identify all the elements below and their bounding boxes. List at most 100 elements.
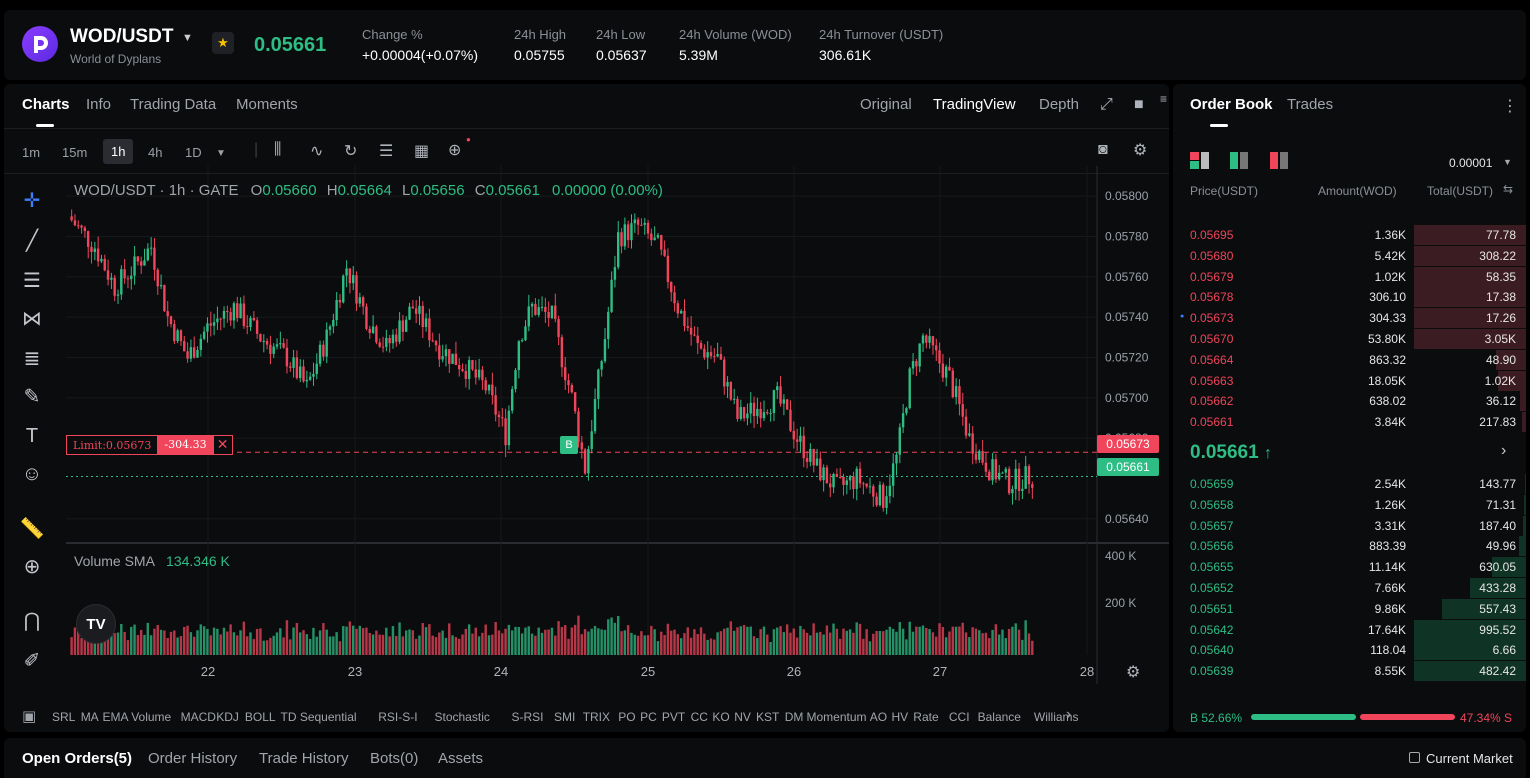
indicator-td-sequential[interactable]: TD Sequential xyxy=(280,710,357,724)
magnet-icon[interactable]: ⋂ xyxy=(23,609,41,632)
indicator-dm[interactable]: DM xyxy=(784,710,804,724)
tab-assets[interactable]: Assets xyxy=(438,750,484,767)
text-tool-icon[interactable]: T xyxy=(25,424,39,447)
asks-row[interactable]: 0.05661 3.84K 217.83 xyxy=(1173,412,1526,433)
layout-icon[interactable]: ■ xyxy=(1134,96,1144,113)
asks-row[interactable]: 0.05673 304.33 17.26 xyxy=(1173,308,1526,329)
indicator-balance[interactable]: Balance xyxy=(977,710,1021,724)
bids-row[interactable]: 0.05659 2.54K 143.77 xyxy=(1173,474,1526,494)
indicator-stochastic[interactable]: Stochastic xyxy=(434,710,490,724)
calendar-icon[interactable]: ▣ xyxy=(22,708,37,725)
bids-row[interactable]: 0.05640 118.04 6.66 xyxy=(1173,640,1526,661)
indicator-williams[interactable]: Williams xyxy=(1033,710,1079,724)
indicator-smi[interactable]: SMI xyxy=(554,710,576,724)
templates-icon[interactable]: ☰ xyxy=(379,143,394,160)
order-book-menu-icon[interactable]: ⋮ xyxy=(1502,98,1518,115)
tf-15m[interactable]: 15m xyxy=(62,145,88,160)
bids-row[interactable]: 0.05639 8.55K 482.42 xyxy=(1173,661,1526,682)
add-alert-icon[interactable]: ⊕ xyxy=(448,142,462,159)
indicator-ma[interactable]: MA xyxy=(80,710,99,724)
ob-view-asks-icon[interactable] xyxy=(1270,152,1288,169)
indicator-scroll-right-icon[interactable]: › xyxy=(1066,706,1072,723)
view-original[interactable]: Original xyxy=(860,96,912,113)
view-tradingview[interactable]: TradingView xyxy=(933,96,1016,113)
indicator-ao[interactable]: AO xyxy=(869,710,888,724)
bids-row[interactable]: 0.05658 1.26K 71.31 xyxy=(1173,494,1526,515)
tab-charts[interactable]: Charts xyxy=(22,96,70,113)
ob-view-both-icon[interactable] xyxy=(1190,152,1210,169)
indicator-kdj[interactable]: KDJ xyxy=(216,710,239,724)
asks-row[interactable]: 0.05670 53.80K 3.05K xyxy=(1173,329,1526,349)
indicator-rsi-s-i[interactable]: RSI-S-I xyxy=(378,710,418,724)
more-menu-icon[interactable]: ≡ xyxy=(1160,92,1168,106)
ruler-icon[interactable]: 📏 xyxy=(19,517,45,540)
indicators-icon[interactable]: ∿ xyxy=(310,143,324,160)
zoom-in-icon[interactable]: ⊕ xyxy=(23,555,41,578)
tf-dropdown-icon[interactable]: ▼ xyxy=(216,148,226,159)
asks-row[interactable]: 0.05679 1.02K 58.35 xyxy=(1173,266,1526,287)
pattern-icon[interactable]: ⋈ xyxy=(22,307,42,330)
cancel-order-icon[interactable]: ✕ xyxy=(212,435,233,455)
tab-moments[interactable]: Moments xyxy=(236,96,298,113)
fib-icon[interactable]: ≣ xyxy=(23,347,41,370)
tab-order-history[interactable]: Order History xyxy=(148,750,238,767)
asks-row[interactable]: 0.05678 306.10 17.38 xyxy=(1173,287,1526,308)
indicator-pvt[interactable]: PVT xyxy=(661,710,686,724)
bids-row[interactable]: 0.05656 883.39 49.96 xyxy=(1173,536,1526,557)
bids-row[interactable]: 0.05655 11.14K 630.05 xyxy=(1173,557,1526,578)
tab-trade-history[interactable]: Trade History xyxy=(259,750,349,767)
asks-row[interactable]: 0.05663 18.05K 1.02K xyxy=(1173,370,1526,391)
tab-info[interactable]: Info xyxy=(86,96,112,113)
brush-icon[interactable]: ✎ xyxy=(23,385,41,408)
tf-1m[interactable]: 1m xyxy=(22,145,41,160)
indicator-ko[interactable]: KO xyxy=(712,710,730,724)
indicator-momentum[interactable]: Momentum xyxy=(806,710,867,724)
fullscreen-icon[interactable]: ⤢ xyxy=(1100,96,1113,113)
indicator-rate[interactable]: Rate xyxy=(913,710,939,724)
tab-bots[interactable]: Bots(0) xyxy=(370,750,419,767)
pair-dropdown-icon[interactable]: ▼ xyxy=(182,32,193,44)
indicator-hv[interactable]: HV xyxy=(891,710,909,724)
view-depth[interactable]: Depth xyxy=(1039,96,1080,113)
indicator-cc[interactable]: CC xyxy=(690,710,708,724)
tab-order-book[interactable]: Order Book xyxy=(1190,96,1273,113)
tab-trading-data[interactable]: Trading Data xyxy=(130,96,217,113)
bids-row[interactable]: 0.05657 3.31K 187.40 xyxy=(1173,515,1526,536)
asks-row[interactable]: 0.05680 5.42K 308.22 xyxy=(1173,245,1526,266)
trendline-icon[interactable]: ╱ xyxy=(25,229,39,252)
tab-open-orders[interactable]: Open Orders(5) xyxy=(22,750,133,767)
camera-icon[interactable]: ◙ xyxy=(1098,141,1108,158)
tf-4h[interactable]: 4h xyxy=(148,145,163,160)
indicator-nv[interactable]: NV xyxy=(734,710,751,724)
ob-view-bids-icon[interactable] xyxy=(1230,152,1248,169)
lock-drawings-icon[interactable]: ✐ xyxy=(23,649,41,672)
candle-type-icon[interactable]: ⫼ xyxy=(274,141,282,158)
precision-dropdown-icon[interactable]: ▼ xyxy=(1503,157,1512,167)
indicator-ema[interactable]: EMA xyxy=(102,710,129,724)
tab-trades[interactable]: Trades xyxy=(1287,96,1334,113)
emoji-icon[interactable]: ☺ xyxy=(21,462,43,485)
indicator-volume[interactable]: Volume xyxy=(131,710,172,724)
indicator-po[interactable]: PO xyxy=(618,710,636,724)
replay-icon[interactable]: ↻ xyxy=(344,143,358,160)
indicator-cci[interactable]: CCI xyxy=(948,710,970,724)
tf-1d[interactable]: 1D xyxy=(185,145,202,160)
reset-scale-icon[interactable]: ⚙ xyxy=(1126,664,1141,681)
indicator-pc[interactable]: PC xyxy=(640,710,657,724)
asks-row[interactable]: 0.05664 863.32 48.90 xyxy=(1173,349,1526,370)
bids-row[interactable]: 0.05642 17.64K 995.52 xyxy=(1173,619,1526,640)
chevron-right-icon[interactable]: › xyxy=(1501,442,1507,459)
asks-row[interactable]: 0.05662 638.02 36.12 xyxy=(1173,391,1526,412)
settings-gear-icon[interactable]: ⚙ xyxy=(1133,142,1148,159)
indicator-s-rsi[interactable]: S-RSI xyxy=(511,710,544,724)
indicator-macd[interactable]: MACD xyxy=(180,710,216,724)
bids-row[interactable]: 0.05652 7.66K 433.28 xyxy=(1173,578,1526,598)
sort-icon[interactable]: ⇆ xyxy=(1503,182,1514,196)
horizontal-lines-icon[interactable]: ☰ xyxy=(23,269,41,292)
indicator-trix[interactable]: TRIX xyxy=(582,710,611,724)
grid-layout-icon[interactable]: ▦ xyxy=(414,143,430,160)
indicator-kst[interactable]: KST xyxy=(756,710,780,724)
indicator-srl[interactable]: SRL xyxy=(52,710,76,724)
favorite-star-icon[interactable]: ★ xyxy=(212,32,234,54)
current-market-checkbox[interactable] xyxy=(1409,752,1420,763)
